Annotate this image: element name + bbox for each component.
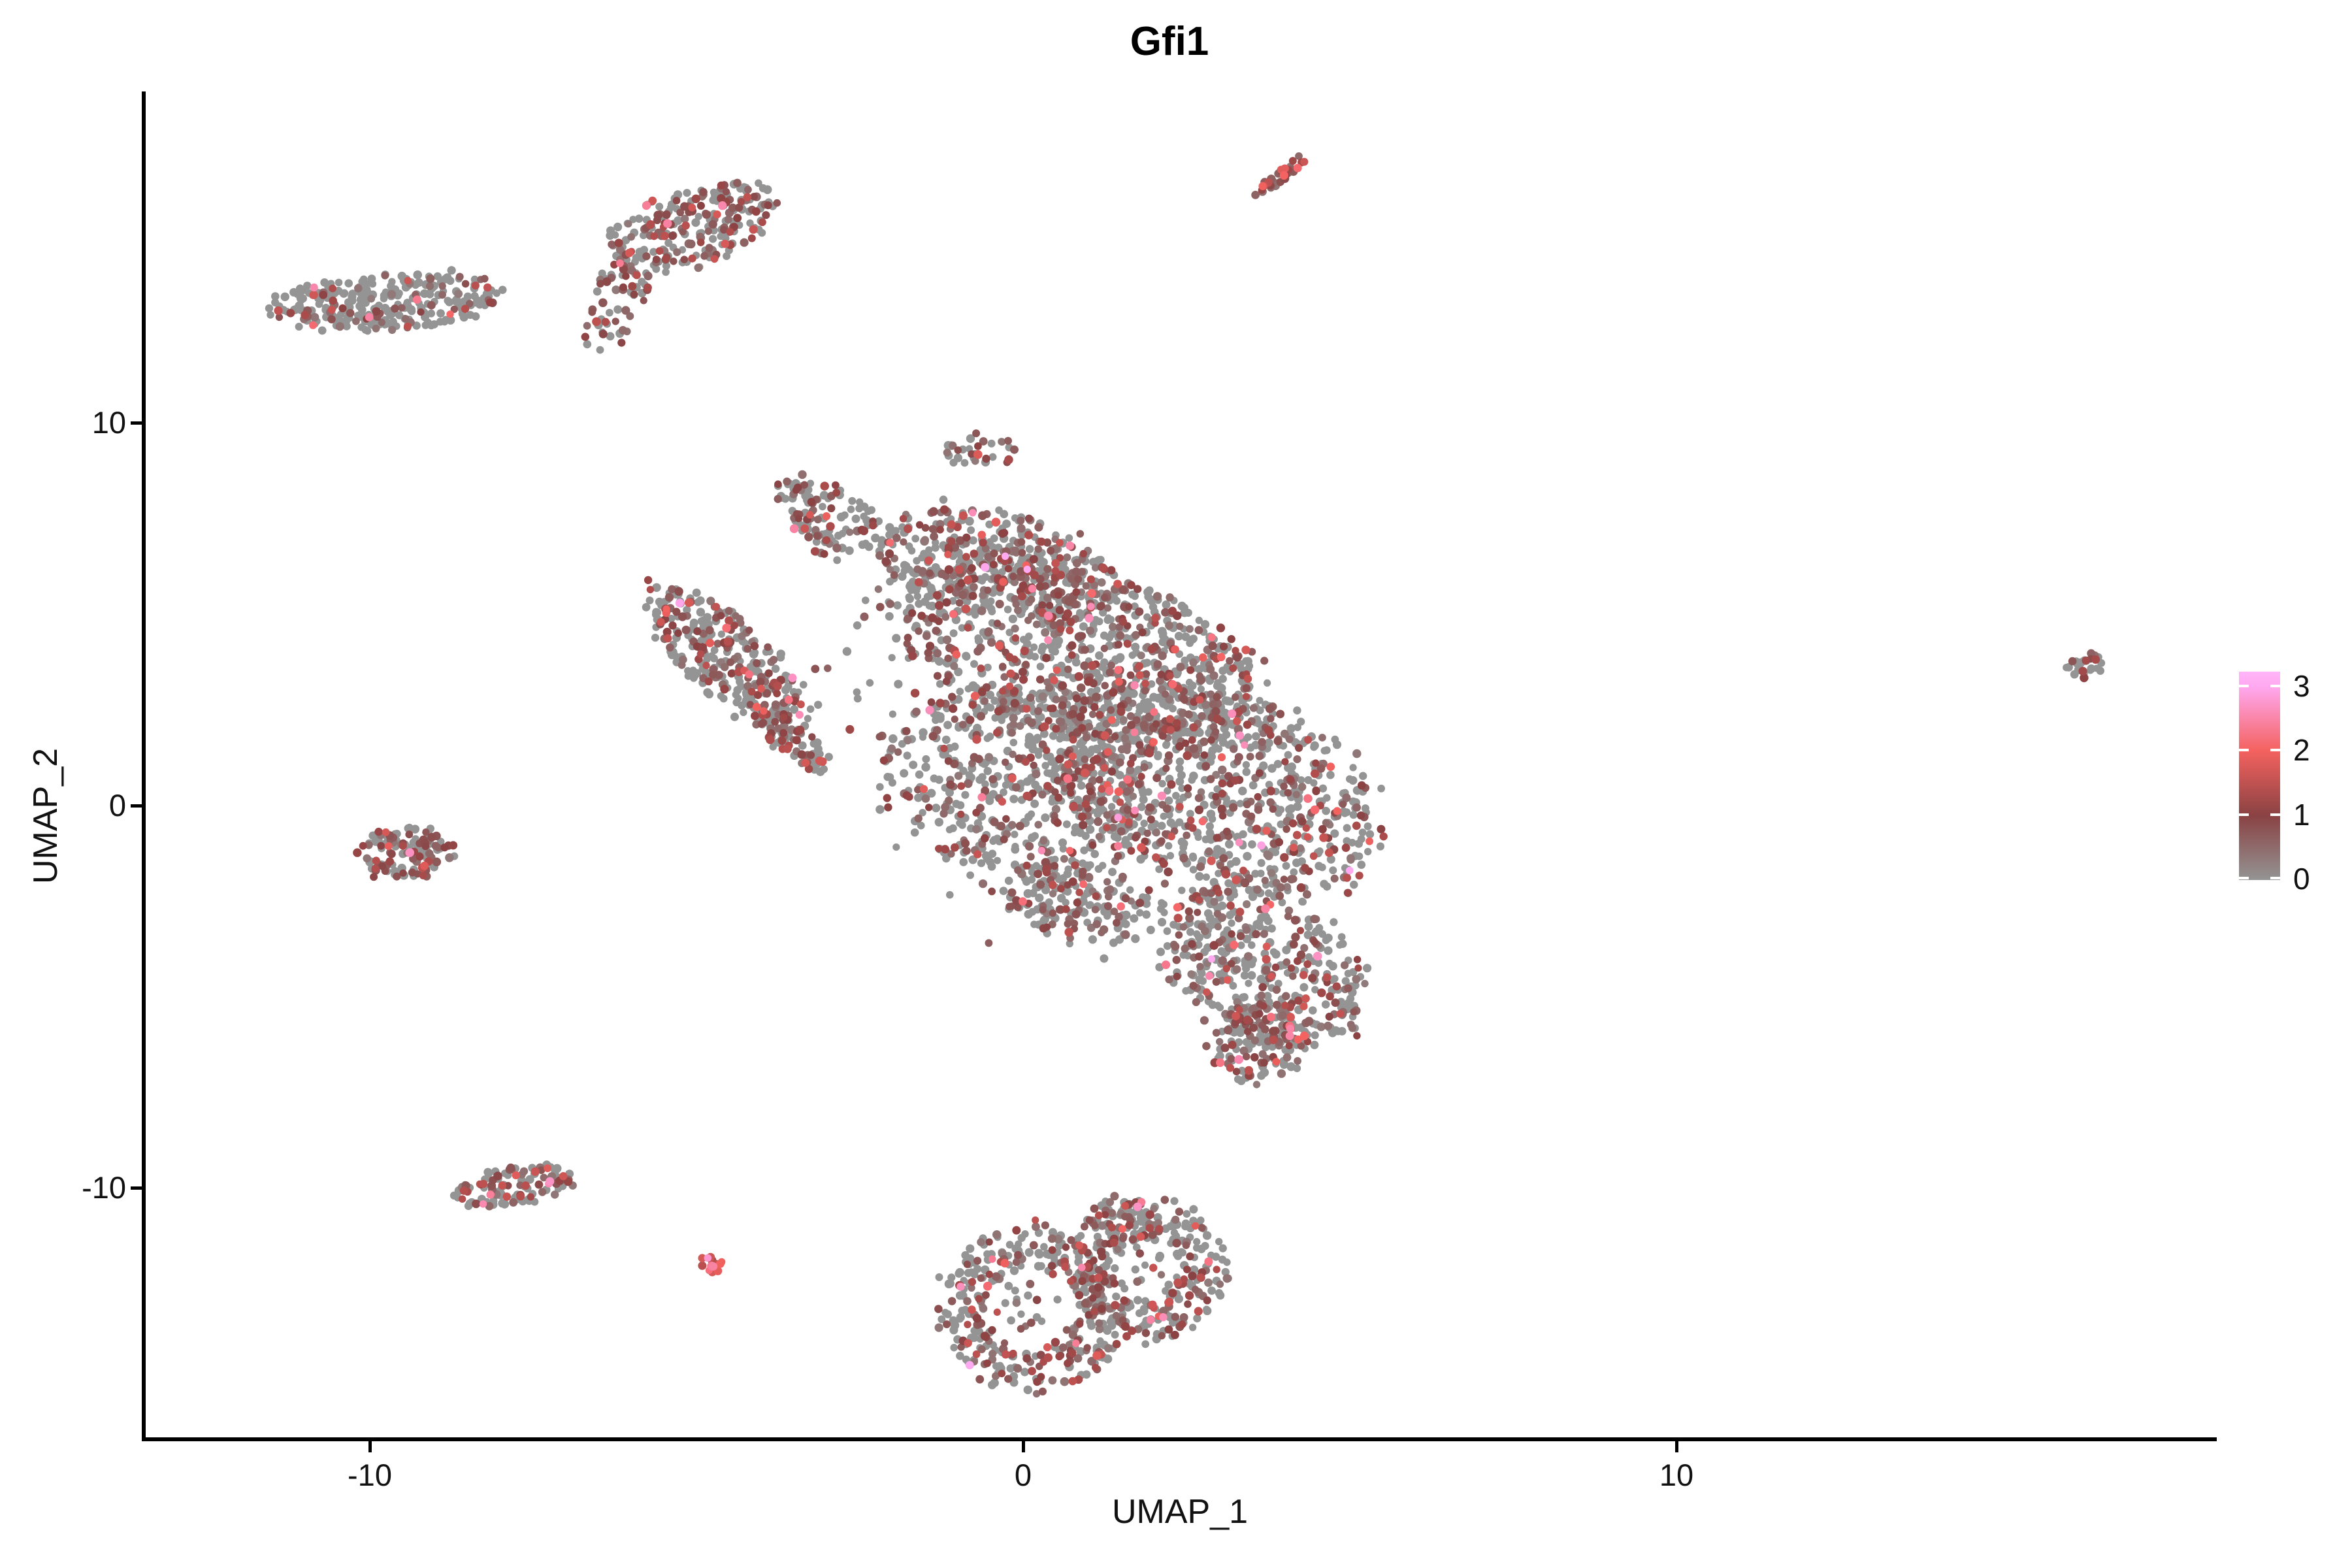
x-tick-mark	[1675, 1441, 1678, 1452]
colorbar-label: 0	[2293, 862, 2310, 896]
plot-title: Gfi1	[1130, 19, 1209, 64]
y-tick-mark	[131, 1186, 142, 1190]
colorbar-tick	[2239, 685, 2249, 687]
y-tick-label: 0	[108, 788, 126, 823]
colorbar-tick	[2239, 813, 2249, 816]
colorbar-tick	[2270, 813, 2280, 816]
x-axis-title: UMAP_1	[1111, 1493, 1249, 1531]
colorbar-tick	[2270, 749, 2280, 751]
colorbar-tick	[2239, 749, 2249, 751]
colorbar-tick	[2270, 685, 2280, 687]
y-axis-title: UMAP_2	[27, 747, 65, 885]
colorbar-label: 1	[2293, 798, 2310, 832]
colorbar	[2239, 672, 2280, 880]
x-tick-mark	[368, 1441, 372, 1452]
x-axis-line	[142, 1437, 2217, 1441]
colorbar-label: 2	[2293, 733, 2310, 767]
colorbar-tick	[2270, 877, 2280, 879]
x-tick-label: 10	[1659, 1458, 1694, 1492]
colorbar-tick	[2239, 877, 2249, 879]
x-tick-mark	[1022, 1441, 1025, 1452]
y-tick-mark	[131, 421, 142, 425]
y-tick-label: 10	[91, 405, 126, 440]
y-tick-label: -10	[82, 1170, 126, 1205]
x-tick-label: -10	[348, 1458, 392, 1492]
y-tick-mark	[131, 804, 142, 808]
x-tick-label: 0	[1014, 1458, 1032, 1492]
colorbar-label: 3	[2293, 669, 2310, 703]
y-axis-line	[142, 91, 146, 1441]
